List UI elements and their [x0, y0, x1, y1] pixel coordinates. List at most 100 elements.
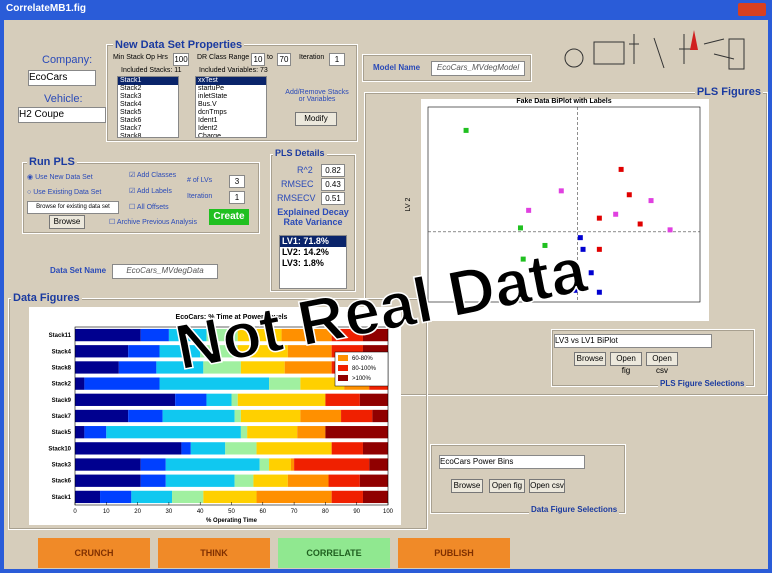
figure-background [29, 307, 401, 525]
company-label: Company: [42, 54, 93, 66]
label: RMSECV [277, 193, 316, 203]
input[interactable]: Browse for existing data set [27, 201, 119, 214]
model-name-panel: Model Name EcoCars_MVdegModel [362, 54, 532, 82]
data-selection-panel: EcoCars Power Bins Browse Open fig Open … [430, 444, 626, 514]
panel-footer: PLS Figure Selections [658, 379, 747, 388]
data-figures-panel: Data Figures [8, 292, 428, 530]
stacks-list[interactable]: Stack1 Stack2 Stack3 Stack4 Stack5 Stack6 Stac… [117, 76, 179, 138]
browse-button[interactable]: Browse [451, 479, 483, 493]
open-csv-button[interactable]: Open csv [529, 479, 565, 493]
panel-title: Run PLS [27, 156, 77, 168]
label: Included Stacks: 11 [121, 67, 182, 74]
input[interactable]: 10 [251, 53, 265, 66]
output: EcoCars_MVdegData [112, 264, 218, 279]
label: Min Stack Op Hrs [113, 54, 168, 61]
input[interactable]: 1 [329, 53, 345, 66]
figure-background [421, 99, 709, 321]
open-fig-button[interactable]: Open fig [610, 352, 642, 375]
output: 0.82 [321, 164, 345, 177]
checkbox[interactable]: ☐ Archive Previous Analysis [109, 219, 197, 226]
pls-details-panel: PLS Details R^2 0.82 RMSEC 0.43 RMSECV 0… [270, 148, 356, 292]
label: RMSEC [281, 179, 314, 189]
list-item: Stack6 [120, 117, 142, 124]
radio[interactable]: ◉ Use New Data Set [27, 174, 93, 181]
label: Model Name [373, 63, 421, 72]
window-title: CorrelateMB1.fig [6, 3, 87, 14]
vehicle-label: Vehicle: [44, 93, 83, 105]
label: Archive Previous Analysis [116, 219, 197, 226]
label: # of LVs [187, 177, 213, 184]
open-fig-button[interactable]: Open fig [489, 479, 525, 493]
client-area: Company: EcoCars Vehicle: H2 Coupe New D… [4, 20, 768, 569]
action-button[interactable]: PUBLISH [398, 538, 510, 568]
list-item: dcnTmps [198, 109, 227, 116]
list-item: Stack2 [120, 85, 142, 92]
label: Data Set Name [50, 266, 107, 275]
label: Add Labels [136, 188, 172, 195]
action-button[interactable]: CRUNCH [38, 538, 150, 568]
label: Use Existing Data Set [33, 189, 102, 196]
list-item: inletState [198, 93, 228, 100]
label: R^2 [297, 165, 313, 175]
output: 0.51 [321, 192, 345, 205]
label: Iteration [187, 193, 213, 200]
new-data-set-panel: New Data Set Properties Min Stack Op Hrs… [106, 39, 358, 142]
list-item: Stack3 [120, 93, 142, 100]
label: Use New Data Set [35, 174, 93, 181]
list-item: Bus.V [198, 101, 217, 108]
variables-list[interactable]: xxTest startuPe inletState Bus.V dcnTmps Iden… [195, 76, 267, 138]
lv-list[interactable]: LV1: 71.8% LV2: 14.2% LV3: 1.8% [279, 235, 347, 289]
panel-title: PLS Figures [694, 86, 763, 98]
create-button[interactable]: Create [209, 209, 249, 225]
list-item: Stack1 [118, 77, 178, 85]
label: Iteration [299, 54, 325, 61]
output: 0.43 [321, 178, 345, 191]
list-item: Ident2 [198, 125, 218, 132]
modify-button[interactable]: Modify [295, 112, 337, 126]
input[interactable]: 3 [229, 175, 245, 188]
checkbox[interactable]: ☑ Add Classes [129, 172, 177, 179]
open-csv-button[interactable]: Open csv [646, 352, 678, 375]
panel-footer: Data Figure Selections [529, 505, 620, 514]
pls-selection-panel: LV3 vs LV1 BiPlot Browse Open fig Open c… [551, 329, 755, 388]
action-button[interactable]: THINK [158, 538, 270, 568]
list-item: LV2: 14.2% [282, 247, 329, 257]
checkbox[interactable]: ☑ Add Labels [129, 188, 172, 195]
label: Included Variables: 73 [199, 67, 268, 74]
vehicle-select[interactable]: H2 Coupe [18, 107, 106, 123]
action-button[interactable]: CORRELATE [278, 538, 390, 568]
output: EcoCars_MVdegModel [431, 61, 525, 76]
list-item: Stack7 [120, 125, 142, 132]
list-item: Stack5 [120, 109, 142, 116]
label: to [267, 54, 273, 61]
panel-title: New Data Set Properties [113, 39, 245, 51]
list-item: xxTest [196, 77, 266, 85]
company-select[interactable]: EcoCars [28, 70, 96, 86]
input[interactable]: 1 [229, 191, 245, 204]
browse-button[interactable]: Browse [49, 215, 85, 229]
list-item: Charge [198, 133, 221, 138]
panel-title: Data Figures [11, 292, 82, 304]
pls-figure-select[interactable]: LV3 vs LV1 BiPlot [554, 334, 712, 348]
input[interactable]: 70 [277, 53, 291, 66]
label: Add Classes [136, 172, 177, 179]
window-controls[interactable] [738, 3, 766, 16]
logo-icons [564, 30, 745, 70]
data-figure-select[interactable]: EcoCars Power Bins [439, 455, 585, 469]
list-item: Stack4 [120, 101, 142, 108]
list-item: startuPe [198, 85, 225, 92]
list-item: LV1: 71.8% [280, 236, 346, 247]
list-item: LV3: 1.8% [282, 258, 324, 268]
checkbox[interactable]: ☐ All Offsets [129, 204, 169, 211]
run-pls-panel: Run PLS ◉ Use New Data Set ○ Use Existin… [22, 156, 260, 234]
browse-button[interactable]: Browse [574, 352, 606, 366]
input[interactable]: 100 [173, 53, 189, 66]
label: Explained Decay Rate Variance [277, 207, 349, 227]
list-item: Ident1 [198, 117, 218, 124]
label: All Offsets [136, 204, 169, 211]
panel-title: PLS Details [273, 148, 327, 158]
radio[interactable]: ○ Use Existing Data Set [27, 189, 102, 196]
label: DR Class Range [197, 54, 250, 61]
list-item: Stack8 [120, 133, 142, 138]
